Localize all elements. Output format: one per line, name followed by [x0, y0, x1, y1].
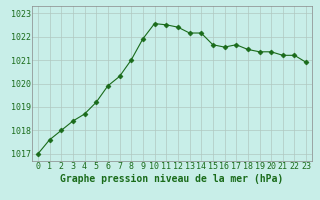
X-axis label: Graphe pression niveau de la mer (hPa): Graphe pression niveau de la mer (hPa) — [60, 173, 284, 184]
